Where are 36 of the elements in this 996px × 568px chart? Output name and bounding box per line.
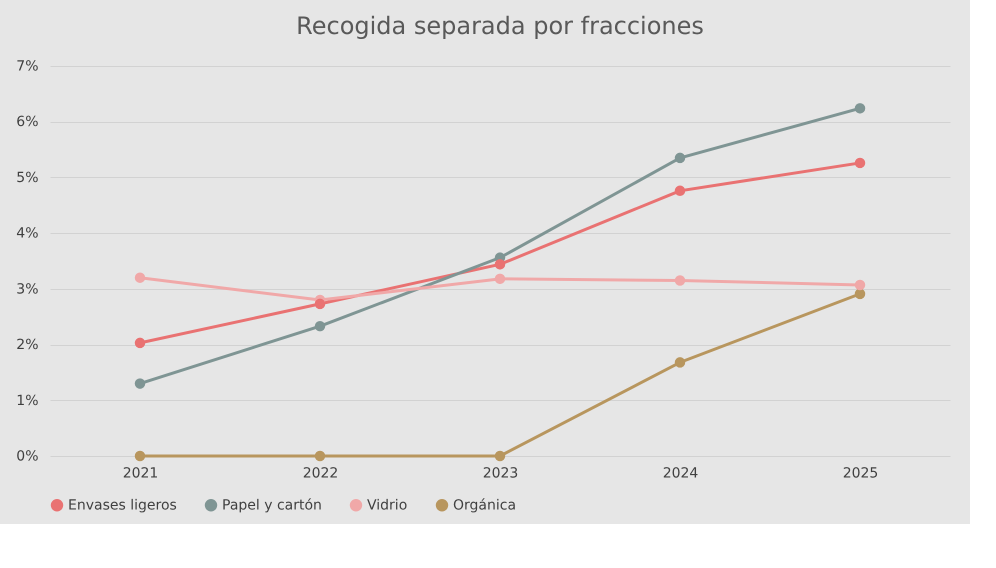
x-tick-label: 2023 (482, 466, 518, 482)
y-tick-label: 3% (16, 281, 38, 298)
point (674, 357, 686, 368)
x-tick-label: 2021 (122, 466, 158, 482)
point (134, 338, 146, 348)
point (674, 275, 686, 286)
chart-title: Recogida separada por fracciones (296, 12, 704, 40)
legend-label: Envases ligeros (68, 497, 177, 514)
legend-label: Orgánica (453, 497, 516, 514)
y-tick-label: 5% (16, 170, 38, 186)
x-tick-label: 2022 (302, 466, 338, 482)
point (854, 288, 866, 300)
point (314, 450, 326, 462)
y-tick-label: 7% (16, 58, 38, 74)
point (494, 450, 506, 462)
point (854, 280, 866, 290)
point (494, 259, 506, 270)
point (854, 158, 866, 168)
point (674, 152, 686, 164)
y-tick-label: 4% (16, 226, 38, 242)
point (134, 272, 146, 283)
y-tick-label: 2% (16, 337, 38, 354)
y-tick-label: 1% (16, 392, 38, 409)
point (854, 103, 866, 114)
point (674, 186, 686, 196)
x-tick-label: 2025 (842, 466, 878, 482)
legend-label: Vidrio (367, 497, 408, 514)
point (134, 450, 146, 462)
point (134, 378, 146, 389)
legend-label: Papel y cartón (222, 497, 322, 514)
point (494, 274, 506, 284)
y-tick-label: 6% (16, 114, 38, 130)
point (314, 298, 326, 310)
x-tick-label: 2024 (662, 466, 698, 482)
y-tick-label: 0% (16, 448, 38, 464)
point (314, 320, 326, 332)
